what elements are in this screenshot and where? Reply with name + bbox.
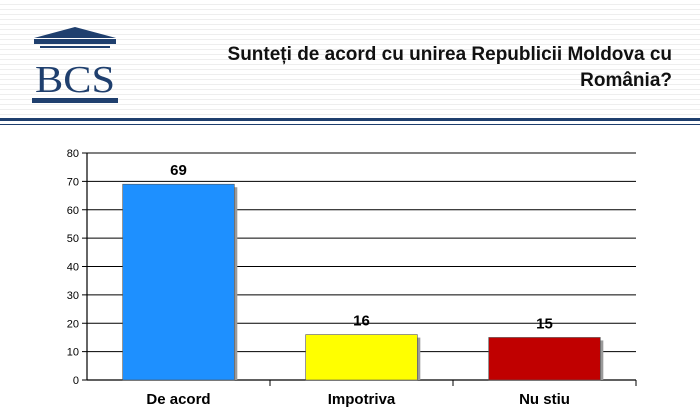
logo-text: BCS — [35, 59, 115, 101]
bar-nu-stiu — [488, 337, 601, 381]
bar-impotriva — [305, 334, 418, 381]
survey-question: Sunteți de acord cu unirea Republicii Mo… — [227, 44, 672, 91]
y-tick-label: 60 — [67, 205, 79, 217]
y-tick-label: 40 — [67, 262, 79, 274]
category-label: Nu stiu — [519, 391, 570, 408]
y-tick-label: 50 — [67, 233, 79, 245]
header-divider — [0, 118, 700, 121]
category-label: De acord — [146, 391, 210, 408]
y-tick-label: 10 — [67, 347, 79, 359]
y-tick-label: 70 — [67, 176, 79, 188]
data-label: 16 — [353, 313, 370, 330]
bar-de-acord — [122, 183, 235, 381]
bcs-logo: BCS — [32, 27, 118, 103]
data-label: 15 — [536, 315, 553, 332]
category-label: Impotriva — [328, 391, 396, 408]
bar-chart: 0 10 20 30 40 50 60 70 80 69 De acord 16 Impotriva 15… — [0, 126, 700, 420]
header-divider-thin — [0, 124, 700, 125]
y-tick-label: 0 — [73, 375, 79, 387]
data-label: 69 — [170, 162, 187, 179]
y-tick-label: 20 — [67, 318, 79, 330]
y-tick-label: 80 — [67, 148, 79, 160]
y-tick-label: 30 — [67, 290, 79, 302]
